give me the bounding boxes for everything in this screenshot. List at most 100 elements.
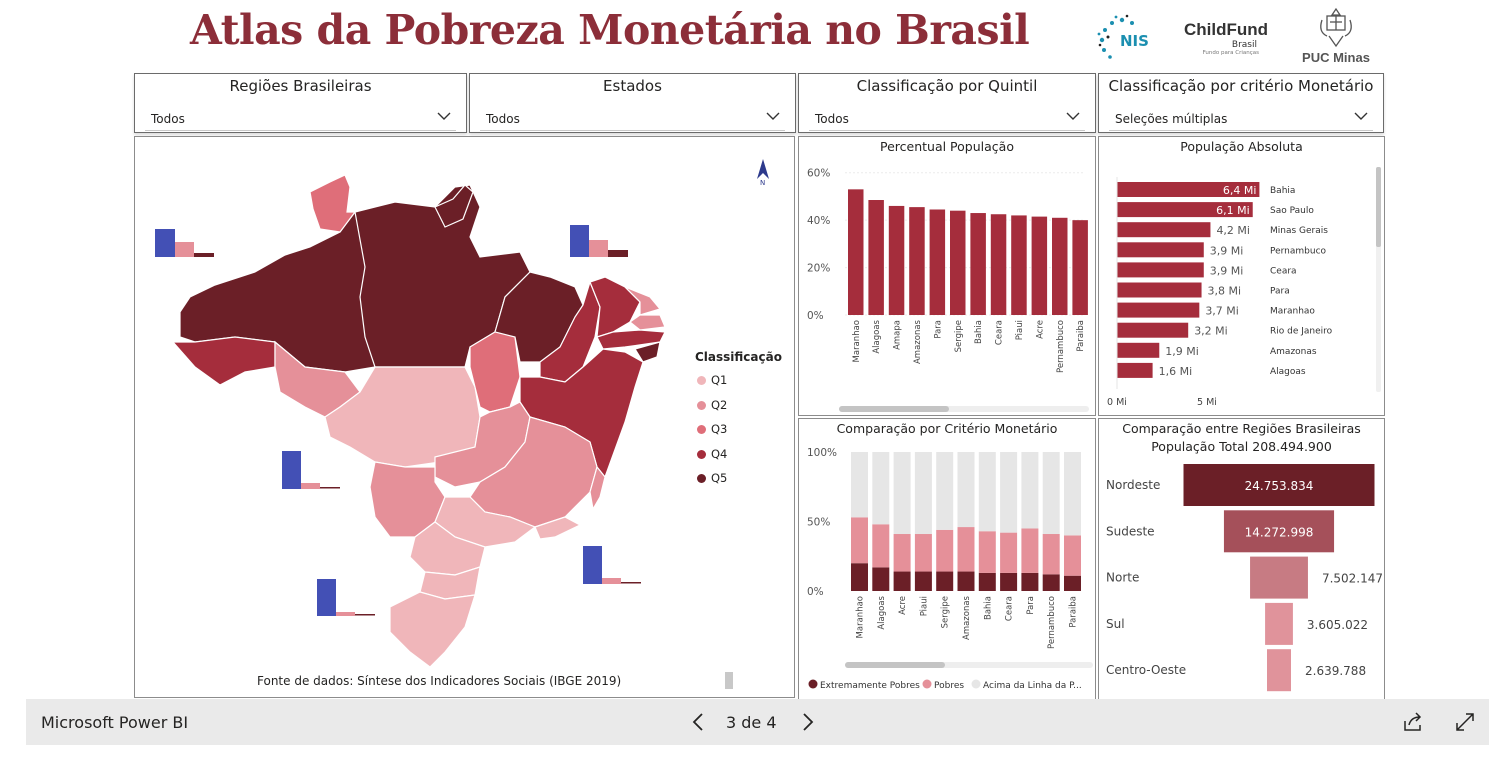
bar[interactable]	[1117, 242, 1204, 258]
next-page-icon[interactable]	[800, 712, 816, 732]
bar-segment[interactable]	[872, 452, 890, 525]
bar-segment[interactable]	[914, 571, 932, 591]
x-tick-label: Amapa	[893, 320, 903, 350]
bar-segment[interactable]	[978, 572, 996, 591]
y-tick-label: 60%	[807, 168, 830, 180]
bar[interactable]	[1117, 262, 1204, 278]
bar[interactable]	[1117, 322, 1189, 338]
bar[interactable]	[868, 200, 884, 315]
funnel-bar[interactable]	[1183, 464, 1375, 506]
bar[interactable]	[929, 209, 946, 315]
bar-segment[interactable]	[936, 452, 954, 530]
scrollbar-thumb[interactable]	[839, 406, 949, 412]
map-minichart-norte	[155, 229, 214, 257]
bar[interactable]	[950, 210, 966, 315]
bar-segment[interactable]	[1064, 535, 1081, 576]
brazil-map[interactable]: N	[135, 137, 794, 697]
bar-segment[interactable]	[893, 534, 911, 572]
bar[interactable]	[1052, 217, 1068, 315]
funnel-bar[interactable]	[1223, 510, 1335, 553]
bar-segment[interactable]	[851, 517, 868, 564]
bar-segment[interactable]	[914, 534, 932, 572]
y-tick-label: Minas Gerais	[1270, 226, 1328, 236]
chart-regioes[interactable]: Nordeste 24.753.834 Sudeste 14.272.998 Norte…	[1099, 419, 1384, 699]
slicer-estados-dropdown[interactable]: Todos	[480, 106, 785, 131]
bar-segment[interactable]	[893, 571, 911, 591]
bar-segment[interactable]	[1064, 575, 1081, 591]
panel-populacao-absoluta: População Absoluta 6,4 Mi Bahia 6,1 Mi Sao …	[1098, 136, 1385, 416]
bar-segment[interactable]	[978, 531, 996, 573]
bar-segment[interactable]	[957, 571, 975, 591]
map-minichart-sudeste	[583, 546, 641, 584]
bar[interactable]	[1117, 302, 1200, 318]
slicer-regioes-label: Regiões Brasileiras	[229, 77, 372, 95]
bar[interactable]	[1072, 220, 1088, 315]
x-tick-label: Para	[1026, 596, 1036, 615]
data-label: 2.639.788	[1305, 664, 1366, 678]
bar[interactable]	[1117, 222, 1211, 238]
x-tick-label: Acre	[898, 596, 908, 615]
scrollbar-thumb[interactable]	[845, 662, 945, 668]
chart-absoluta-title: População Absoluta	[1180, 139, 1303, 154]
fullscreen-icon[interactable]	[1454, 711, 1476, 733]
share-icon[interactable]	[1402, 711, 1424, 733]
bar-segment[interactable]	[936, 529, 954, 572]
bar[interactable]	[1011, 215, 1027, 315]
bar-segment[interactable]	[872, 524, 890, 568]
funnel-bar[interactable]	[1265, 602, 1293, 645]
bar-segment[interactable]	[872, 567, 890, 591]
bar-segment[interactable]	[1042, 574, 1060, 591]
bar-segment[interactable]	[1064, 452, 1081, 536]
y-tick-label: Bahia	[1270, 186, 1295, 196]
bar-segment[interactable]	[1000, 572, 1018, 591]
bar[interactable]	[888, 205, 905, 315]
chart-criterio[interactable]: 0% 50% 100% Maranhao Alagoas Acre Piaui Sergipe…	[799, 419, 1095, 699]
state-amapa	[434, 184, 474, 228]
data-label: 14.272.998	[1245, 525, 1314, 539]
funnel-bar[interactable]	[1250, 556, 1308, 599]
bar-segment[interactable]	[893, 452, 911, 535]
bar[interactable]	[1117, 282, 1202, 298]
bar-segment[interactable]	[936, 571, 954, 591]
y-tick-label: 50%	[807, 517, 830, 529]
bar[interactable]	[1117, 362, 1153, 378]
bar-segment[interactable]	[1021, 528, 1039, 573]
bar[interactable]	[1117, 182, 1260, 197]
bar-segment[interactable]	[1000, 452, 1018, 533]
map-legend-title: Classificação	[695, 350, 782, 364]
bar-segment[interactable]	[957, 452, 975, 528]
slicer-criterio-dropdown[interactable]: Seleções múltiplas	[1109, 106, 1373, 131]
bar[interactable]	[1031, 216, 1048, 315]
data-label: 6,4 Mi	[1223, 184, 1257, 197]
bar-segment[interactable]	[957, 527, 975, 572]
powerbi-brand: Microsoft Power BI	[41, 713, 189, 732]
bar-segment[interactable]	[851, 452, 868, 518]
bar-segment[interactable]	[1021, 572, 1039, 591]
map-legend-label: Q2	[711, 397, 728, 412]
bar-segment[interactable]	[914, 452, 932, 535]
bar[interactable]	[1117, 342, 1160, 358]
slicer-regioes-dropdown[interactable]: Todos	[145, 106, 456, 131]
scrollbar-thumb[interactable]	[1376, 167, 1381, 247]
prev-page-icon[interactable]	[690, 712, 706, 732]
bar-segment[interactable]	[851, 563, 868, 591]
bar[interactable]	[1117, 202, 1253, 218]
bar[interactable]	[990, 214, 1007, 315]
slicer-quintil-dropdown[interactable]: Todos	[809, 106, 1085, 131]
chevron-down-icon	[437, 112, 451, 120]
chart-absoluta[interactable]: 6,4 Mi Bahia 6,1 Mi Sao Paulo 4,2 Mi Minas Ge…	[1099, 137, 1384, 415]
bar[interactable]	[970, 213, 986, 315]
chart-regioes-subtitle: População Total 208.494.900	[1151, 439, 1332, 454]
funnel-bar[interactable]	[1267, 649, 1291, 692]
map-scrollbar[interactable]	[725, 672, 733, 689]
slicer-quintil: Classificação por Quintil Todos	[798, 73, 1096, 133]
bar-segment[interactable]	[1042, 452, 1060, 535]
bar[interactable]	[848, 189, 864, 315]
slicer-regioes-value: Todos	[151, 112, 185, 126]
bar-segment[interactable]	[1021, 452, 1039, 529]
bar-segment[interactable]	[978, 452, 996, 532]
bar[interactable]	[909, 207, 925, 315]
bar-segment[interactable]	[1000, 532, 1018, 573]
chart-percentual[interactable]: 0%20%40%60%Maranhao Alagoas Amapa Amazonas P…	[799, 137, 1095, 415]
bar-segment[interactable]	[1042, 534, 1060, 575]
